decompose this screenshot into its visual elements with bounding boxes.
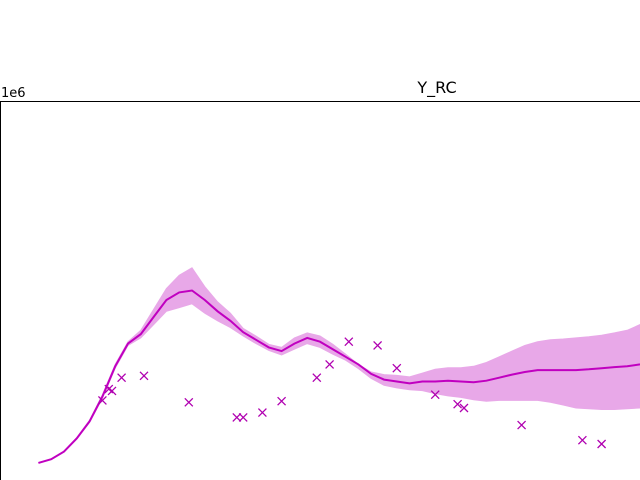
observation-marker <box>597 439 607 449</box>
observation-marker <box>107 386 117 396</box>
observation-marker <box>392 363 402 373</box>
observation-marker <box>577 435 587 445</box>
mean-line <box>38 289 640 464</box>
observation-marker <box>373 340 383 350</box>
observation-marker <box>257 408 267 417</box>
observation-marker <box>459 403 469 413</box>
chart-title: Y_RC <box>416 78 456 98</box>
y-offset-label: 1e6 <box>1 86 26 101</box>
observation-marker <box>453 399 463 409</box>
observation-marker <box>344 337 354 347</box>
observation-marker <box>238 413 248 422</box>
observation-marker <box>117 373 127 383</box>
observation-marker <box>232 413 242 422</box>
observation-marker <box>277 396 287 406</box>
observation-marker <box>139 371 149 381</box>
observation-marker <box>312 373 322 383</box>
observation-marker <box>184 397 194 407</box>
axes-frame <box>0 101 640 480</box>
observation-marker <box>517 420 527 430</box>
plot-area <box>38 267 640 464</box>
observation-marker <box>430 390 440 400</box>
observation-marker <box>325 359 335 369</box>
confidence-band <box>38 267 640 464</box>
observation-marker <box>97 395 107 405</box>
